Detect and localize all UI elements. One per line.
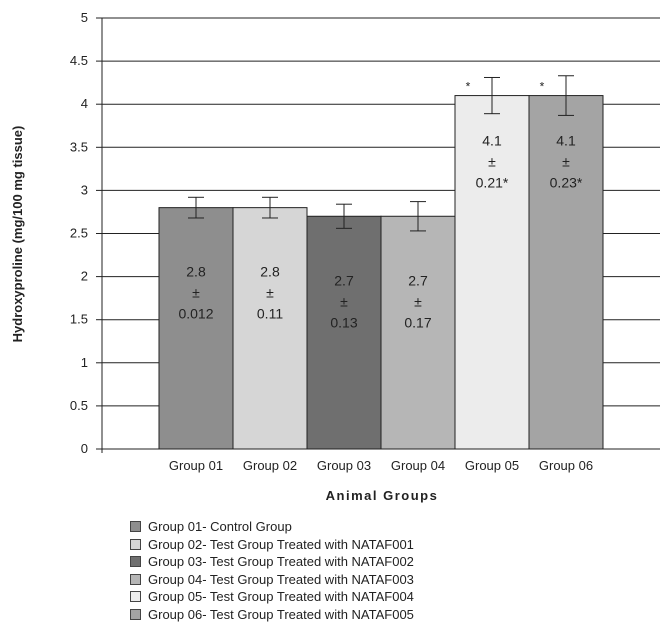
data-label: 2.7	[334, 272, 354, 288]
x-axis-categories: Group 01 Group 02 Group 03 Group 04 Group 05…	[169, 458, 593, 473]
x-category-label: Group 03	[317, 458, 371, 473]
data-label: 0.23*	[550, 175, 583, 191]
x-axis-label: Animal Groups	[326, 488, 439, 503]
bars	[158, 95, 604, 450]
legend-item: Group 01- Control Group	[130, 518, 414, 536]
legend-swatch	[130, 591, 141, 602]
x-category-label: Group 02	[243, 458, 297, 473]
data-label: ±	[340, 293, 348, 309]
legend-item: Group 06- Test Group Treated with NATAF0…	[130, 606, 414, 624]
legend-label: Group 03- Test Group Treated with NATAF0…	[148, 554, 414, 569]
y-tick-label: 1.5	[70, 312, 88, 327]
data-label: 2.8	[260, 264, 280, 280]
y-tick-label: 0.5	[70, 398, 88, 413]
y-tick-label: 2.5	[70, 226, 88, 241]
x-category-label: Group 01	[169, 458, 223, 473]
error-bars	[188, 75, 574, 232]
data-label: 2.7	[408, 272, 428, 288]
data-label: 0.012	[178, 306, 213, 322]
legend-item: Group 03- Test Group Treated with NATAF0…	[130, 553, 414, 571]
legend-swatch	[130, 556, 141, 567]
data-label: 0.17	[404, 314, 431, 330]
y-tick-label: 3	[81, 182, 88, 197]
legend-item: Group 04- Test Group Treated with NATAF0…	[130, 571, 414, 589]
bar	[306, 215, 382, 450]
y-tick-label: 4	[81, 96, 88, 111]
data-label: 0.21*	[476, 175, 509, 191]
legend-swatch	[130, 573, 141, 585]
y-tick-label: 5	[81, 10, 88, 25]
bar	[380, 215, 456, 450]
y-tick-label: 1	[81, 355, 88, 370]
legend-swatch	[130, 608, 141, 620]
data-label: ±	[266, 285, 274, 301]
x-category-label: Group 04	[391, 458, 445, 473]
y-axis-ticks: 0 0.5 1 1.5 2 2.5 3 3.5 4 4.5 5	[70, 10, 102, 456]
legend-item: Group 05- Test Group Treated with NATAF0…	[130, 588, 414, 606]
y-tick-label: 2	[81, 269, 88, 284]
legend: Group 01- Control Group Group 02- Test Gr…	[130, 518, 414, 623]
legend-label: Group 05- Test Group Treated with NATAF0…	[148, 589, 414, 604]
bar	[158, 207, 234, 450]
axes	[96, 18, 660, 453]
data-label: ±	[562, 154, 570, 170]
legend-item: Group 02- Test Group Treated with NATAF0…	[130, 536, 414, 554]
data-label: 4.1	[556, 133, 576, 149]
legend-swatch	[130, 521, 141, 532]
x-category-label: Group 05	[465, 458, 519, 473]
y-tick-label: 3.5	[70, 139, 88, 154]
data-label: 2.8	[186, 264, 206, 280]
legend-label: Group 04- Test Group Treated with NATAF0…	[148, 571, 414, 587]
significance-mark: *	[466, 80, 471, 94]
legend-swatch	[130, 538, 141, 550]
significance-mark: *	[540, 80, 545, 94]
data-label: 0.11	[257, 306, 283, 322]
data-label: ±	[192, 285, 200, 301]
bar	[528, 95, 604, 450]
data-label: 0.13	[330, 314, 357, 330]
y-tick-label: 0	[81, 441, 88, 456]
x-category-label: Group 06	[539, 458, 593, 473]
legend-label: Group 02- Test Group Treated with NATAF0…	[148, 536, 414, 552]
legend-label: Group 01- Control Group	[148, 519, 292, 534]
data-label: 4.1	[482, 133, 502, 149]
data-label: ±	[414, 293, 422, 309]
y-tick-label: 4.5	[70, 53, 88, 68]
legend-label: Group 06- Test Group Treated with NATAF0…	[148, 606, 414, 622]
significance-marks: * *	[466, 80, 545, 94]
bar-chart: 00.511.522.533.544.55 2.8±0.0122.8±0.112…	[10, 10, 660, 503]
bar	[232, 207, 308, 450]
data-label: ±	[488, 154, 496, 170]
y-axis-label: Hydroxyproline (mg/100 mg tissue)	[10, 126, 25, 343]
data-labels: 2.8 ±0.012 2.8 ±0.11 2.7 ±0.13 2.7 ±0.17 4.1 ±0.2…	[178, 133, 582, 331]
